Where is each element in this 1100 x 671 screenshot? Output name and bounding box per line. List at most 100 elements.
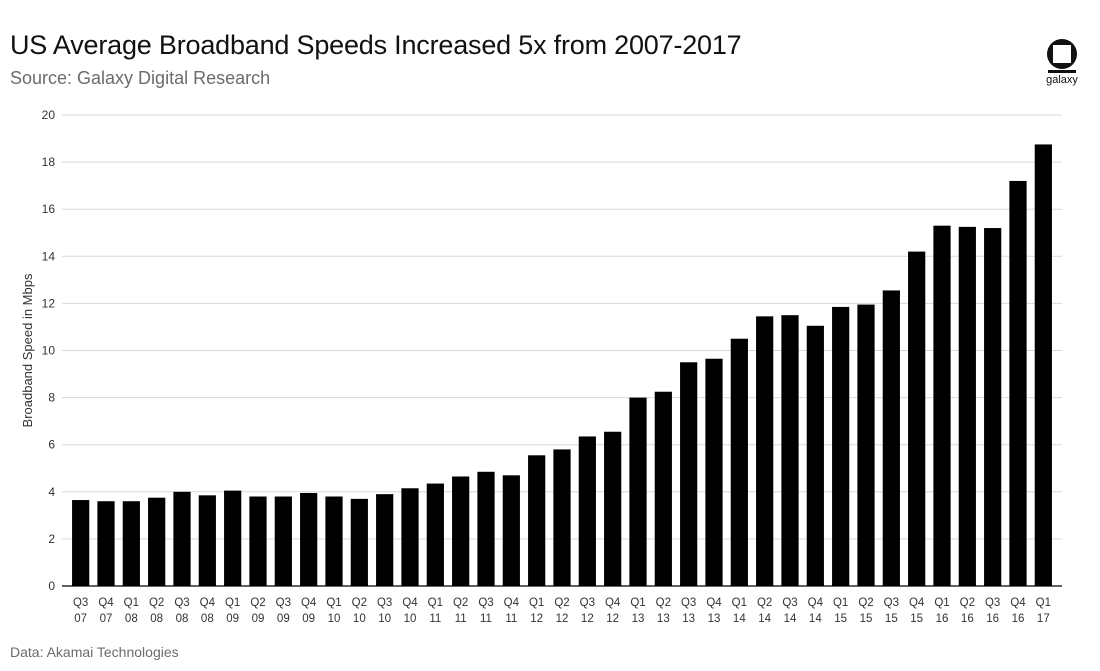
x-tick-quarter: Q4 xyxy=(504,597,520,609)
x-tick-quarter: Q3 xyxy=(377,597,392,609)
x-tick-quarter: Q4 xyxy=(808,597,824,609)
bar xyxy=(604,431,622,586)
x-tick-year: 10 xyxy=(378,613,391,625)
x-tick-quarter: Q3 xyxy=(580,597,595,609)
x-tick-year: 08 xyxy=(150,613,163,625)
bar xyxy=(249,496,267,586)
bar xyxy=(452,476,470,586)
x-tick-year: 16 xyxy=(961,613,974,625)
x-tick-quarter: Q2 xyxy=(960,597,975,609)
x-tick-year: 14 xyxy=(809,613,822,625)
y-tick-label: 4 xyxy=(48,485,55,499)
bar xyxy=(958,226,976,587)
x-tick-quarter: Q4 xyxy=(301,597,317,609)
x-tick-quarter: Q2 xyxy=(757,597,772,609)
x-tick-year: 13 xyxy=(632,613,645,625)
x-tick-quarter: Q4 xyxy=(706,597,722,609)
x-tick-year: 09 xyxy=(302,613,315,625)
x-tick-quarter: Q1 xyxy=(630,597,645,609)
bar xyxy=(756,316,774,586)
y-tick-label: 14 xyxy=(42,249,56,263)
chart-title: US Average Broadband Speeds Increased 5x… xyxy=(10,30,742,60)
bar xyxy=(198,495,216,586)
x-tick-quarter: Q3 xyxy=(276,597,291,609)
x-axis-ticks: Q3 07 Q4 07 Q1 08 Q2 08 Q3 08 Q4 08 Q1 09 Q2 09 Q3 09 Q4 09… xyxy=(73,597,1051,625)
x-tick-year: 16 xyxy=(986,613,999,625)
x-tick-year: 08 xyxy=(176,613,189,625)
y-tick-label: 18 xyxy=(42,155,56,169)
chart-subtitle: Source: Galaxy Digital Research xyxy=(10,68,271,88)
bar xyxy=(350,498,368,586)
x-tick-year: 12 xyxy=(530,613,543,625)
bar xyxy=(325,496,343,586)
bar xyxy=(933,225,951,586)
bars xyxy=(72,144,1052,587)
x-tick-quarter: Q4 xyxy=(200,597,216,609)
y-tick-label: 20 xyxy=(42,108,56,122)
x-tick-year: 17 xyxy=(1037,613,1050,625)
x-tick-year: 08 xyxy=(201,613,214,625)
x-tick-year: 08 xyxy=(125,613,138,625)
x-tick-year: 15 xyxy=(910,613,923,625)
x-tick-quarter: Q2 xyxy=(149,597,164,609)
y-tick-label: 12 xyxy=(42,296,56,310)
bar xyxy=(553,449,571,586)
bar xyxy=(72,500,90,586)
x-tick-year: 11 xyxy=(455,613,467,625)
x-tick-quarter: Q3 xyxy=(681,597,696,609)
bar xyxy=(705,358,723,586)
x-tick-quarter: Q4 xyxy=(909,597,925,609)
bar xyxy=(1009,180,1027,586)
x-tick-quarter: Q3 xyxy=(782,597,797,609)
bar xyxy=(376,494,394,586)
x-tick-quarter: Q3 xyxy=(73,597,88,609)
x-tick-quarter: Q1 xyxy=(326,597,341,609)
x-tick-quarter: Q3 xyxy=(478,597,493,609)
bar xyxy=(426,483,444,586)
y-tick-label: 8 xyxy=(48,391,55,405)
y-axis-ticks: 0 2 4 6 8 10 12 14 16 18 20 xyxy=(42,108,56,593)
x-tick-year: 16 xyxy=(1012,613,1025,625)
x-tick-year: 16 xyxy=(936,613,949,625)
x-tick-year: 09 xyxy=(277,613,290,625)
x-tick-quarter: Q1 xyxy=(732,597,747,609)
x-tick-year: 10 xyxy=(328,613,341,625)
x-tick-year: 13 xyxy=(708,613,721,625)
bar xyxy=(401,488,419,586)
x-tick-quarter: Q1 xyxy=(529,597,544,609)
bar xyxy=(122,501,140,586)
bar xyxy=(1034,144,1052,586)
x-tick-quarter: Q2 xyxy=(656,597,671,609)
x-tick-year: 13 xyxy=(657,613,670,625)
galaxy-logo-icon xyxy=(1047,39,1077,73)
x-tick-year: 09 xyxy=(252,613,265,625)
bar xyxy=(806,325,824,586)
x-tick-quarter: Q3 xyxy=(985,597,1000,609)
bar xyxy=(173,491,191,586)
x-tick-quarter: Q2 xyxy=(554,597,569,609)
x-tick-quarter: Q3 xyxy=(174,597,189,609)
data-source-note: Data: Akamai Technologies xyxy=(10,644,179,660)
bar xyxy=(857,304,875,586)
bar xyxy=(654,391,672,586)
bar xyxy=(148,497,166,586)
bar xyxy=(781,315,799,586)
x-tick-quarter: Q1 xyxy=(1036,597,1051,609)
bar xyxy=(300,492,318,586)
x-tick-quarter: Q1 xyxy=(428,597,443,609)
y-tick-label: 16 xyxy=(42,202,56,216)
x-tick-quarter: Q1 xyxy=(934,597,949,609)
x-tick-year: 12 xyxy=(581,613,594,625)
y-tick-label: 0 xyxy=(48,579,55,593)
x-tick-quarter: Q1 xyxy=(833,597,848,609)
x-tick-year: 10 xyxy=(404,613,417,625)
bar xyxy=(578,436,596,586)
bar xyxy=(882,290,900,586)
bar xyxy=(908,251,926,586)
x-tick-year: 11 xyxy=(480,613,492,625)
x-tick-quarter: Q1 xyxy=(124,597,139,609)
x-tick-quarter: Q2 xyxy=(453,597,468,609)
x-tick-quarter: Q2 xyxy=(250,597,265,609)
x-tick-year: 12 xyxy=(606,613,619,625)
logo-text: galaxy xyxy=(1046,74,1078,86)
